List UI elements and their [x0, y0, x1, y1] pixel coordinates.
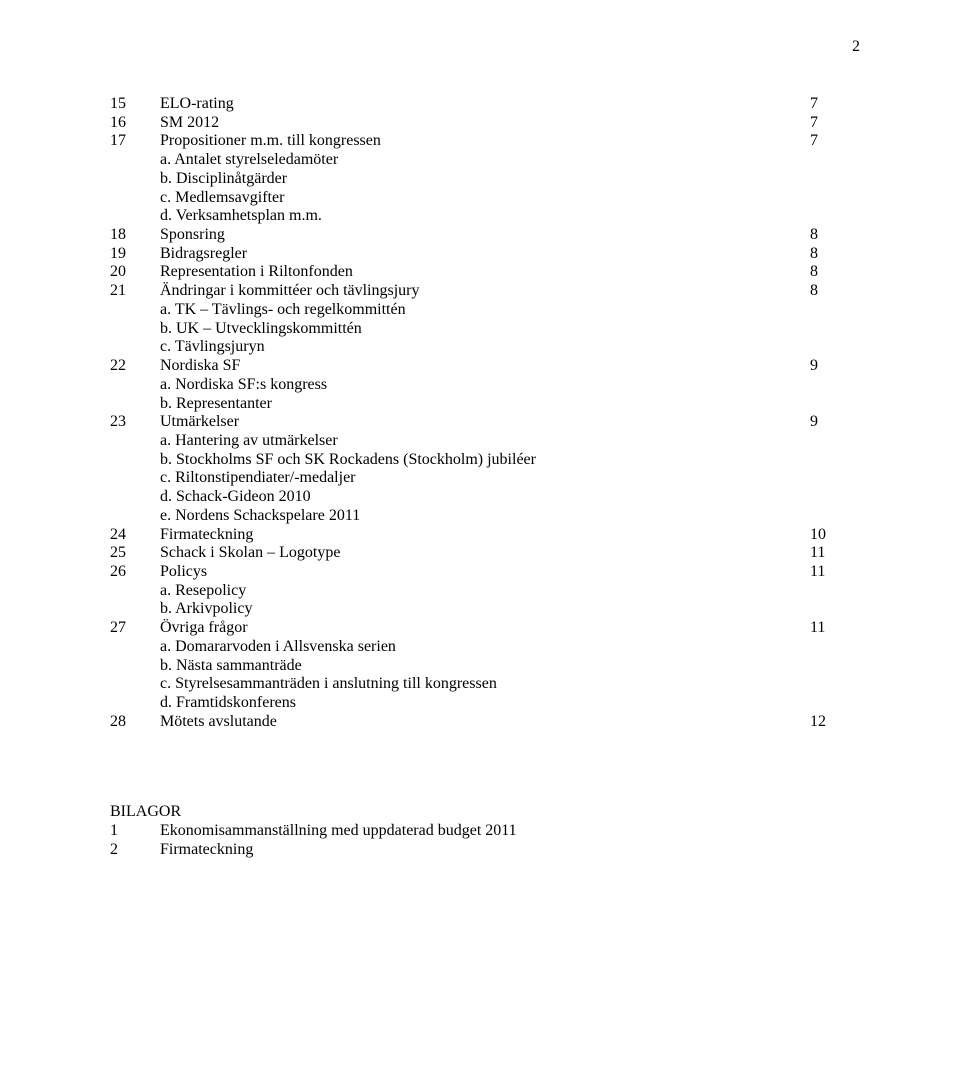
page-number: 2 — [852, 38, 860, 56]
toc-sub-item: a. Nordiska SF:s kongress — [110, 376, 850, 395]
toc-row-page: 7 — [810, 95, 850, 114]
toc-row-number: 27 — [110, 619, 160, 638]
toc-sub-item: d. Verksamhetsplan m.m. — [110, 207, 850, 226]
toc-row-number: 15 — [110, 95, 160, 114]
toc-row-page: 11 — [810, 619, 850, 638]
toc-row-number: 17 — [110, 132, 160, 151]
toc-row-number: 22 — [110, 357, 160, 376]
toc-row-number: 18 — [110, 226, 160, 245]
toc-content: 15ELO-rating716SM 2012717Propositioner m… — [110, 95, 850, 860]
toc-sub-item: b. Stockholms SF och SK Rockadens (Stock… — [110, 451, 850, 470]
toc-row-number: 26 — [110, 563, 160, 582]
toc-sub-item: a. Hantering av utmärkelser — [110, 432, 850, 451]
toc-sub-item: d. Framtidskonferens — [110, 694, 850, 713]
toc-sub-item: b. Disciplinåtgärder — [110, 170, 850, 189]
toc-row: 20Representation i Riltonfonden8 — [110, 263, 850, 282]
toc-row-page: 10 — [810, 526, 850, 545]
bilagor-row-number: 1 — [110, 822, 160, 841]
toc-row-page: 7 — [810, 132, 850, 151]
toc-row: 21Ändringar i kommittéer och tävlingsjur… — [110, 282, 850, 301]
toc-row: 26Policys11 — [110, 563, 850, 582]
bilagor-heading: BILAGOR — [110, 803, 850, 822]
toc-row-label: ELO-rating — [160, 95, 810, 114]
toc-row-label: Bidragsregler — [160, 245, 810, 264]
toc-row-page: 8 — [810, 245, 850, 264]
toc-row: 23Utmärkelser9 — [110, 413, 850, 432]
toc-row-label: Policys — [160, 563, 810, 582]
toc-row-number: 25 — [110, 544, 160, 563]
toc-sub-item: c. Styrelsesammanträden i anslutning til… — [110, 675, 850, 694]
toc-row-label: Mötets avslutande — [160, 713, 810, 732]
toc-sub-item: b. Representanter — [110, 395, 850, 414]
toc-row-number: 19 — [110, 245, 160, 264]
toc-row-label: SM 2012 — [160, 114, 810, 133]
toc-row-number: 24 — [110, 526, 160, 545]
toc-row: 24Firmateckning10 — [110, 526, 850, 545]
toc-sub-item: b. Arkivpolicy — [110, 600, 850, 619]
toc-row: 25Schack i Skolan – Logotype11 — [110, 544, 850, 563]
toc-row-label: Firmateckning — [160, 526, 810, 545]
toc-row-label: Nordiska SF — [160, 357, 810, 376]
toc-row-label: Propositioner m.m. till kongressen — [160, 132, 810, 151]
toc-row-label: Schack i Skolan – Logotype — [160, 544, 810, 563]
toc-row-label: Sponsring — [160, 226, 810, 245]
toc-row-page: 12 — [810, 713, 850, 732]
toc-row-number: 20 — [110, 263, 160, 282]
toc-row-label: Utmärkelser — [160, 413, 810, 432]
bilagor-row-label: Firmateckning — [160, 841, 850, 860]
toc-row-label: Ändringar i kommittéer och tävlingsjury — [160, 282, 810, 301]
toc-sub-item: c. Medlemsavgifter — [110, 189, 850, 208]
toc-row: 16SM 20127 — [110, 114, 850, 133]
toc-row-number: 16 — [110, 114, 160, 133]
toc-row-label: Representation i Riltonfonden — [160, 263, 810, 282]
toc-row-page: 8 — [810, 263, 850, 282]
toc-row-page: 11 — [810, 544, 850, 563]
toc-sub-item: a. Domararvoden i Allsvenska serien — [110, 638, 850, 657]
toc-sub-item: a. Antalet styrelseledamöter — [110, 151, 850, 170]
toc-row-page: 8 — [810, 282, 850, 301]
toc-sub-item: b. UK – Utvecklingskommittén — [110, 320, 850, 339]
toc-row: 18Sponsring8 — [110, 226, 850, 245]
toc-row: 27Övriga frågor11 — [110, 619, 850, 638]
bilagor-row: 2Firmateckning — [110, 841, 850, 860]
toc-row-number: 21 — [110, 282, 160, 301]
toc-sub-item: d. Schack-Gideon 2010 — [110, 488, 850, 507]
bilagor-row: 1Ekonomisammanställning med uppdaterad b… — [110, 822, 850, 841]
toc-sub-item: b. Nästa sammanträde — [110, 657, 850, 676]
toc-row-page: 9 — [810, 413, 850, 432]
toc-row-page: 9 — [810, 357, 850, 376]
toc-sub-item: e. Nordens Schackspelare 2011 — [110, 507, 850, 526]
toc-row: 15ELO-rating7 — [110, 95, 850, 114]
toc-sub-item: c. Tävlingsjuryn — [110, 338, 850, 357]
toc-row-number: 23 — [110, 413, 160, 432]
toc-row: 28Mötets avslutande12 — [110, 713, 850, 732]
toc-row: 22Nordiska SF9 — [110, 357, 850, 376]
toc-row: 17Propositioner m.m. till kongressen7 — [110, 132, 850, 151]
toc-row-label: Övriga frågor — [160, 619, 810, 638]
toc-row: 19Bidragsregler8 — [110, 245, 850, 264]
toc-sub-item: a. Resepolicy — [110, 582, 850, 601]
toc-sub-item: c. Riltonstipendiater/-medaljer — [110, 469, 850, 488]
bilagor-row-label: Ekonomisammanställning med uppdaterad bu… — [160, 822, 850, 841]
toc-row-page: 7 — [810, 114, 850, 133]
toc-row-page: 8 — [810, 226, 850, 245]
toc-row-number: 28 — [110, 713, 160, 732]
toc-sub-item: a. TK – Tävlings- och regelkommittén — [110, 301, 850, 320]
toc-row-page: 11 — [810, 563, 850, 582]
bilagor-row-number: 2 — [110, 841, 160, 860]
